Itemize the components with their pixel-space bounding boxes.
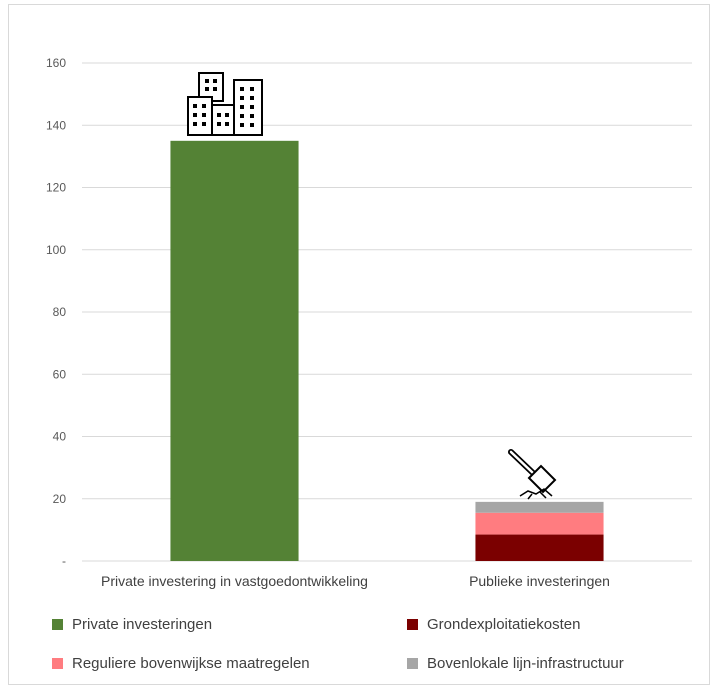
y-tick-label: 80 [53, 305, 67, 319]
bars [170, 140, 604, 561]
y-tick-label: 160 [46, 56, 66, 70]
y-tick-label: 140 [46, 118, 66, 132]
x-tick-label: Private investering in vastgoedontwikkel… [101, 573, 368, 589]
buildings-icon [187, 72, 263, 136]
y-tick-label: 120 [46, 181, 66, 195]
y-axis: - 20 40 60 80 100 120 140 160 [46, 56, 66, 568]
y-tick-label: 20 [53, 492, 67, 506]
bar-1-series-3 [475, 501, 604, 513]
y-tick-label: - [62, 554, 66, 568]
chart-frame [8, 4, 710, 685]
bar-0-series-0 [170, 140, 299, 561]
bar-1-series-2 [475, 512, 604, 535]
y-tick-label: 60 [53, 367, 67, 381]
x-axis: Private investering in vastgoedontwikkel… [101, 573, 610, 589]
y-tick-label: 100 [46, 243, 66, 257]
bar-1-series-1 [475, 534, 604, 561]
hammer-icon [508, 449, 557, 500]
y-tick-label: 40 [53, 430, 67, 444]
x-tick-label: Publieke investeringen [469, 573, 610, 589]
